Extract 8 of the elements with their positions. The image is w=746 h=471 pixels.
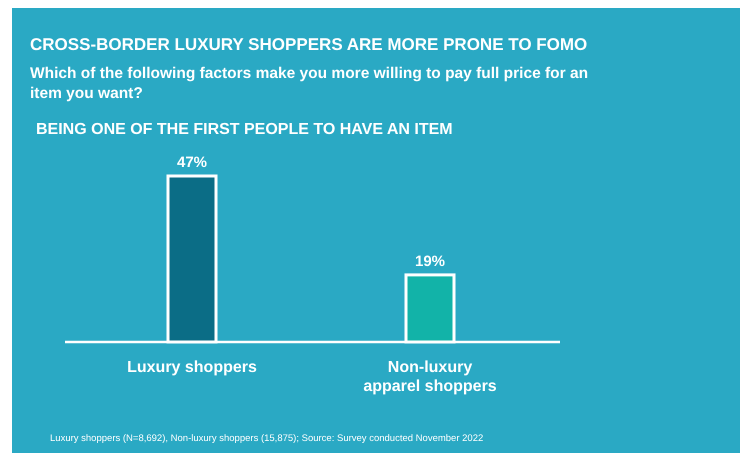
chart-subtitle: Which of the following factors make you more willing to pay full price for an item you want? [30, 65, 588, 102]
chart-title: CROSS-BORDER LUXURY SHOPPERS ARE MORE PRONE TO FOMO [30, 35, 588, 54]
x-tick-label: Non-luxury apparel shoppers [363, 359, 497, 395]
data-label: 47% [176, 154, 208, 171]
data-label: 19% [414, 252, 446, 270]
x-tick-label: Luxury shoppers [127, 359, 257, 376]
text: BEING ONE OF THE FIRST PEOPLE TO HAVE AN ITEM [36, 121, 453, 138]
text: Luxury shoppers (N=8,692), Non-luxury shoppers (15,875); Source: Survey conducted November 2022 [50, 433, 484, 444]
